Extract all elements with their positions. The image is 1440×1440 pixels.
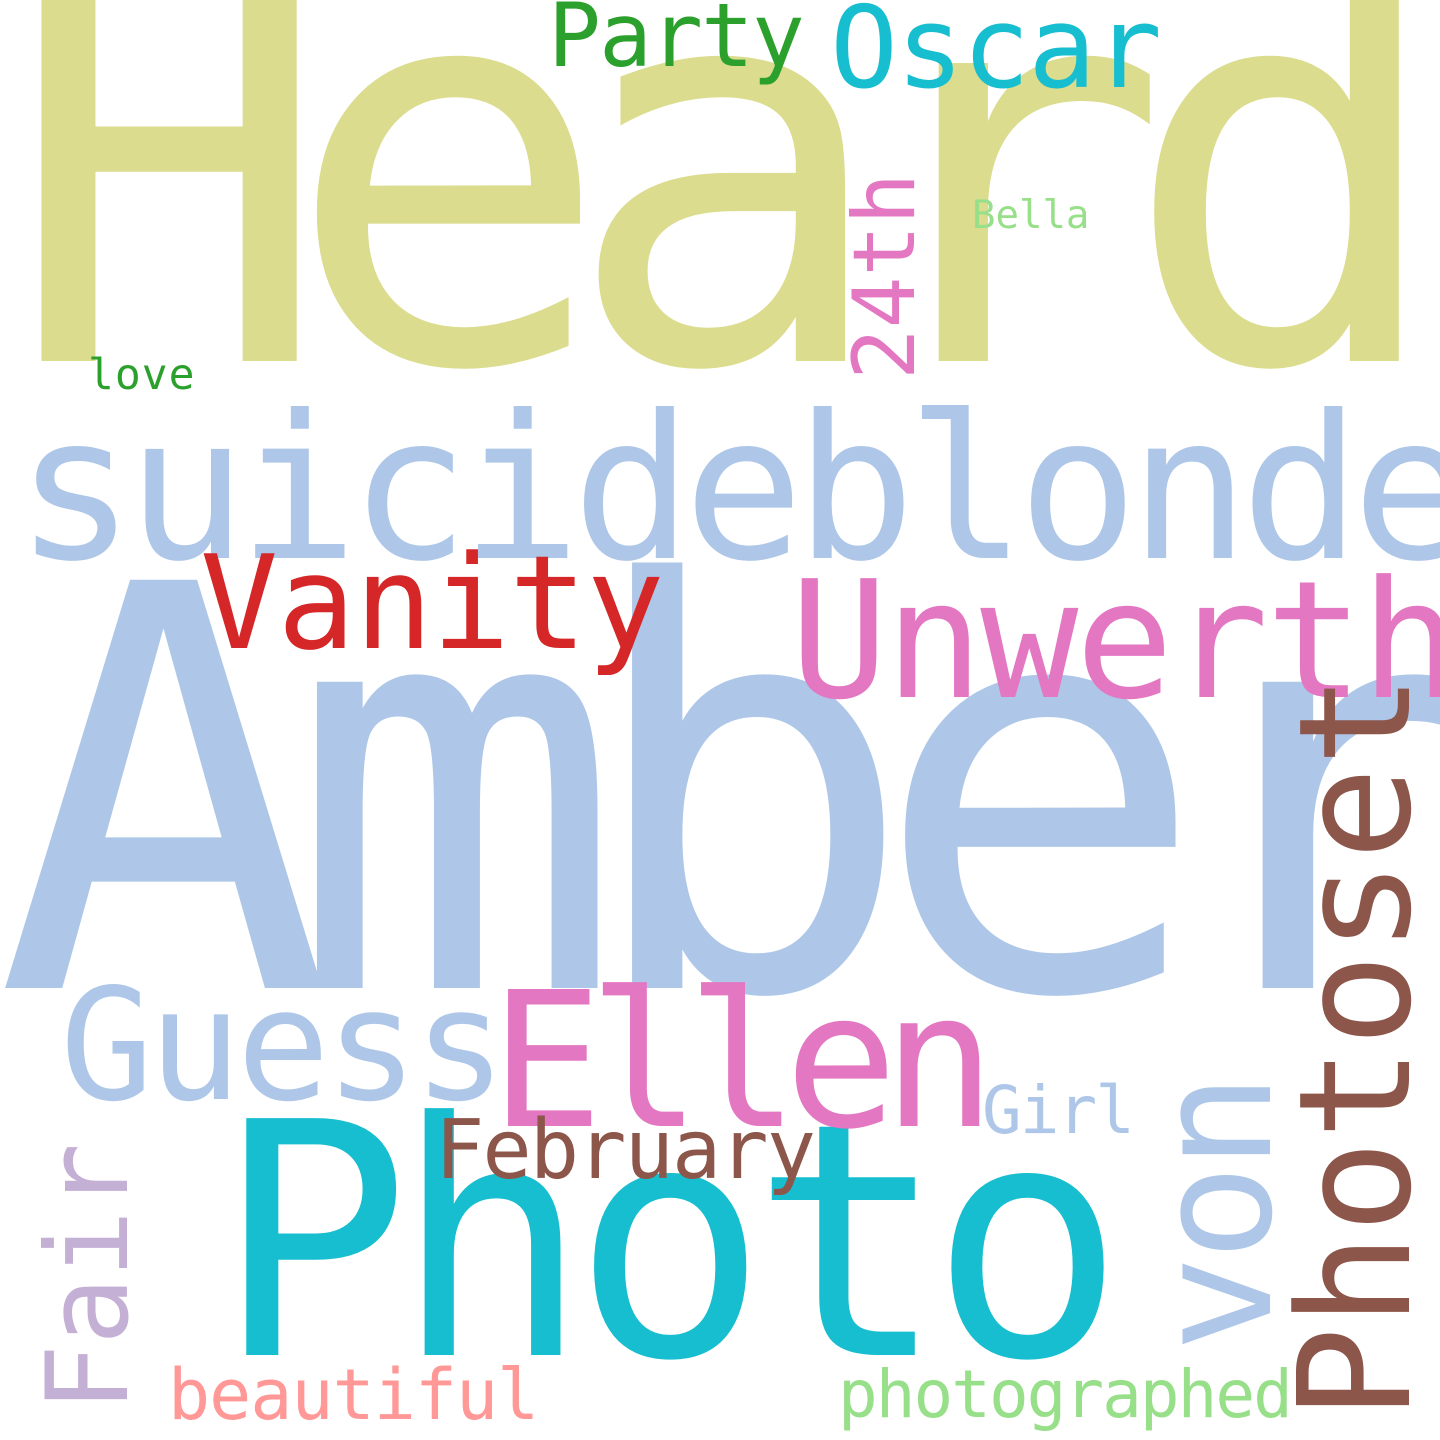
word-von: von [1121,1078,1308,1352]
word-photographed: photographed [838,1356,1293,1433]
word-bella: Bella [972,193,1090,238]
word-suicideblonde: suicideblonde [15,373,1440,606]
word-unwerth: Unwerth [790,547,1440,736]
word-photo: Photo [215,1053,1125,1432]
word-ellen: Ellen [490,952,996,1171]
word-february: February [435,1103,816,1198]
word-oscar: Oscar [830,0,1162,114]
word-vanity: Vanity [200,527,665,679]
word-beautiful: beautiful [168,1354,539,1436]
word-girl: Girl [982,1072,1135,1149]
word-love: love [88,350,196,400]
word-heard: Heard [5,0,1440,490]
word-party: Party [548,0,805,87]
word-24th: 24th [835,172,935,380]
word-guess: Guess [60,955,507,1136]
word-amber: Amber [0,469,1440,1121]
word-fair: Fair [22,1143,154,1412]
